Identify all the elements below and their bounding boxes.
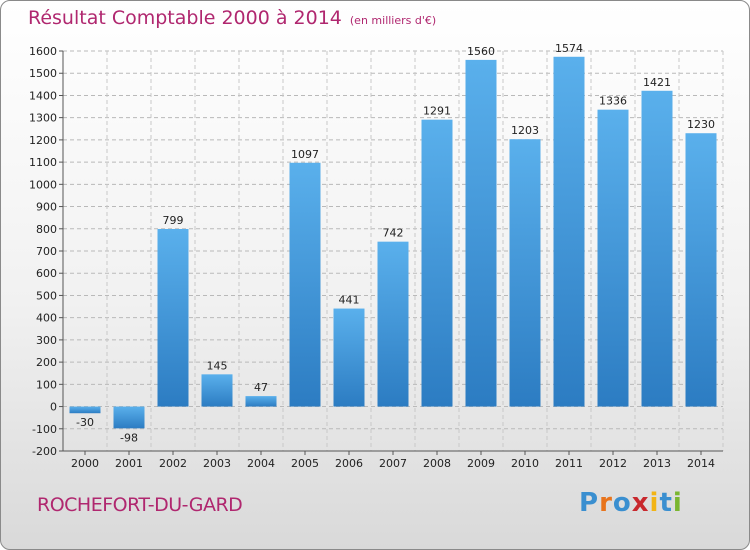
bar <box>465 59 497 407</box>
bar-value-label: 1203 <box>511 124 539 137</box>
x-tick-label: 2001 <box>115 457 143 470</box>
bar-value-label: 441 <box>339 294 360 307</box>
x-tick-label: 2013 <box>643 457 671 470</box>
chart-subtitle: (en milliers d'€) <box>349 14 437 27</box>
x-tick-label: 2002 <box>159 457 187 470</box>
bar <box>509 139 541 407</box>
x-tick-label: 2008 <box>423 457 451 470</box>
y-tick-label: -100 <box>32 423 57 436</box>
x-tick-label: 2000 <box>71 457 99 470</box>
x-tick-label: 2003 <box>203 457 231 470</box>
bar <box>685 133 717 407</box>
bar <box>333 308 365 407</box>
bar <box>597 109 629 407</box>
logo-letter: x <box>631 488 650 518</box>
bar-value-label: 47 <box>254 381 268 394</box>
bar-series: -30 -98 799 145 47 1097 441 742 1291 1560 1203 1574… <box>69 42 717 444</box>
y-tick-label: 700 <box>36 245 57 258</box>
bar-value-label: 1097 <box>291 148 319 161</box>
x-tick-label: 2005 <box>291 457 319 470</box>
logo-letter: r <box>599 488 613 518</box>
y-tick-label: 800 <box>36 223 57 236</box>
bar-value-label: 1230 <box>687 118 715 131</box>
bar <box>641 90 673 407</box>
y-tick-label: 200 <box>36 356 57 369</box>
y-tick-label: 400 <box>36 312 57 325</box>
y-tick-label: 0 <box>50 401 57 414</box>
y-tick-label: -200 <box>32 445 57 458</box>
logo-letter: t <box>659 488 673 518</box>
y-tick-label: 100 <box>36 378 57 391</box>
y-tick-label: 600 <box>36 267 57 280</box>
bar-value-label: 1560 <box>467 45 495 58</box>
y-tick-label: 1600 <box>29 45 57 58</box>
bar-value-label: 799 <box>163 214 184 227</box>
bar-value-label: -30 <box>76 416 94 429</box>
bar <box>553 56 585 407</box>
logo-letter: P <box>579 488 600 518</box>
y-tick-label: 1300 <box>29 112 57 125</box>
x-tick-label: 2009 <box>467 457 495 470</box>
logo-letter: o <box>612 488 632 518</box>
y-tick-label: 900 <box>36 201 57 214</box>
bar <box>113 406 145 429</box>
bar <box>421 119 453 407</box>
chart-header: Résultat Comptable 2000 à 2014 (en millie… <box>28 7 436 29</box>
bar-value-label: 1574 <box>555 42 583 55</box>
bar-value-label: 1421 <box>643 76 671 89</box>
bar <box>157 229 189 407</box>
logo-letter: i <box>649 488 660 518</box>
x-tick-label: 2004 <box>247 457 275 470</box>
x-axis: 2000 2001 2002 2003 2004 2005 2006 2007 2008 2009… <box>63 450 723 470</box>
x-tick-label: 2011 <box>555 457 583 470</box>
y-tick-label: 300 <box>36 334 57 347</box>
chart-title: Résultat Comptable 2000 à 2014 <box>28 7 342 29</box>
y-tick-label: 1200 <box>29 134 57 147</box>
y-tick-label: 1100 <box>29 156 57 169</box>
x-tick-label: 2007 <box>379 457 407 470</box>
y-tick-label: 1500 <box>29 67 57 80</box>
bar-value-label: 1291 <box>423 105 451 118</box>
bar <box>289 162 321 407</box>
x-tick-label: 2012 <box>599 457 627 470</box>
bar-value-label: -98 <box>120 431 138 444</box>
proxiti-logo[interactable]: Proxiti <box>579 488 683 518</box>
logo-letter: i <box>672 488 683 518</box>
x-tick-label: 2014 <box>687 457 715 470</box>
y-tick-label: 1400 <box>29 89 57 102</box>
y-tick-label: 500 <box>36 289 57 302</box>
y-tick-label: 1000 <box>29 178 57 191</box>
x-tick-label: 2006 <box>335 457 363 470</box>
bar <box>245 396 277 407</box>
commune-name: ROCHEFORT-DU-GARD <box>37 494 243 516</box>
bar <box>377 241 409 407</box>
bar-value-label: 145 <box>207 359 228 372</box>
bar <box>69 406 101 414</box>
y-axis: -200 -100 0 100 200 300 400 500 600 700 800 900 1000… <box>29 45 64 458</box>
bar-value-label: 742 <box>383 227 404 240</box>
bar-value-label: 1336 <box>599 95 627 108</box>
bar <box>201 374 233 407</box>
x-tick-label: 2010 <box>511 457 539 470</box>
